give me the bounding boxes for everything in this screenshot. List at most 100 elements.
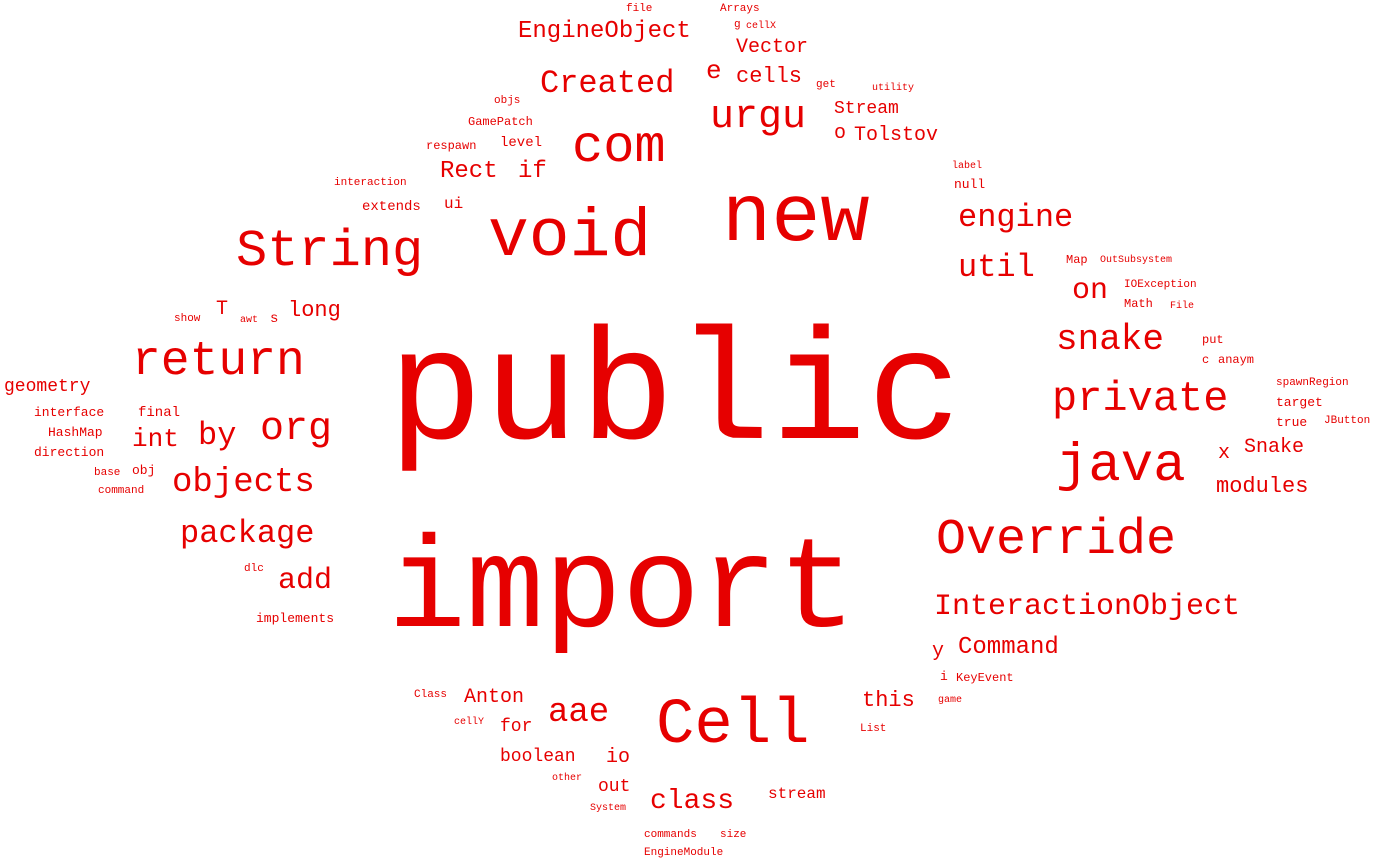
word: InteractionObject xyxy=(934,590,1241,624)
word: by xyxy=(198,417,237,454)
word: target xyxy=(1276,395,1323,410)
word: i xyxy=(940,669,948,684)
word: return xyxy=(132,335,305,389)
word: Vector xyxy=(736,36,809,59)
word: java xyxy=(1056,436,1186,497)
word: Map xyxy=(1066,253,1088,267)
word: cellY xyxy=(454,717,485,728)
word: com xyxy=(572,118,666,177)
word: public xyxy=(388,307,963,486)
word: urgu xyxy=(710,95,807,140)
word: stream xyxy=(768,785,826,803)
word: long xyxy=(288,298,341,323)
word: other xyxy=(552,773,583,784)
word: EngineModule xyxy=(644,847,724,859)
word: g xyxy=(734,19,741,31)
word: objs xyxy=(494,95,521,107)
word: JButton xyxy=(1324,415,1371,427)
word: org xyxy=(260,407,333,452)
word: obj xyxy=(132,463,156,478)
word: label xyxy=(952,161,983,172)
word: null xyxy=(954,177,986,192)
word: String xyxy=(236,222,424,281)
word: Arrays xyxy=(720,3,760,15)
word: file xyxy=(626,3,653,15)
word: command xyxy=(98,485,145,497)
word: cellX xyxy=(746,21,777,32)
word: Class xyxy=(414,689,448,701)
word: interaction xyxy=(334,177,407,189)
word: show xyxy=(174,313,201,325)
word: engine xyxy=(958,199,1074,236)
word: game xyxy=(938,695,963,706)
word: geometry xyxy=(4,377,91,397)
word: EngineObject xyxy=(518,18,691,45)
word: HashMap xyxy=(48,425,103,440)
word: File xyxy=(1170,301,1195,312)
word: dlc xyxy=(244,563,264,575)
word: Tolstov xyxy=(854,124,939,147)
word: c xyxy=(1202,353,1210,367)
word: Cell xyxy=(656,690,810,762)
word: import xyxy=(388,519,857,666)
word: GamePatch xyxy=(468,115,533,129)
word: size xyxy=(720,829,747,841)
word: interface xyxy=(34,405,105,420)
word: boolean xyxy=(500,747,576,767)
word: for xyxy=(500,717,533,737)
word: implements xyxy=(256,611,335,626)
word: int xyxy=(132,424,179,454)
word: Override xyxy=(936,512,1177,569)
word: OutSubsystem xyxy=(1100,255,1173,266)
word: io xyxy=(606,746,631,769)
word: anaym xyxy=(1218,353,1255,367)
word: on xyxy=(1072,274,1109,308)
word: true xyxy=(1276,415,1308,430)
word: T xyxy=(216,298,229,321)
word: s xyxy=(270,311,279,327)
word: Command xyxy=(958,634,1059,661)
word: Math xyxy=(1124,297,1153,311)
word: package xyxy=(180,515,315,552)
word: Anton xyxy=(464,686,525,709)
word: extends xyxy=(362,199,421,215)
word: final xyxy=(138,405,181,421)
word: void xyxy=(488,199,652,276)
word: this xyxy=(862,688,915,713)
word: e xyxy=(706,56,722,86)
word: x xyxy=(1218,442,1231,465)
word: o xyxy=(834,122,847,145)
word: Snake xyxy=(1244,436,1305,459)
word: add xyxy=(278,564,333,598)
word: out xyxy=(598,777,631,797)
word: spawnRegion xyxy=(1276,377,1349,389)
word: objects xyxy=(172,464,315,502)
word: ui xyxy=(444,195,464,213)
word: System xyxy=(590,803,627,814)
word: snake xyxy=(1056,319,1165,360)
word: utility xyxy=(872,83,915,94)
word: Stream xyxy=(834,99,899,119)
word: level xyxy=(500,135,543,151)
word: y xyxy=(932,640,945,663)
word: get xyxy=(816,79,836,91)
word: List xyxy=(860,723,887,735)
word: aae xyxy=(548,694,610,732)
word: util xyxy=(958,249,1035,286)
word: put xyxy=(1202,333,1224,347)
word: cells xyxy=(736,64,803,89)
word: base xyxy=(94,467,121,479)
word: commands xyxy=(644,829,697,841)
word: respawn xyxy=(426,139,477,153)
word: if xyxy=(518,158,547,185)
word: class xyxy=(650,786,735,817)
word: awt xyxy=(240,315,259,326)
word: direction xyxy=(34,445,105,460)
word: Created xyxy=(540,65,675,102)
word: IOException xyxy=(1124,279,1197,291)
word: new xyxy=(722,172,870,265)
word: private xyxy=(1052,375,1229,423)
word: KeyEvent xyxy=(956,671,1014,685)
word: modules xyxy=(1216,474,1309,499)
